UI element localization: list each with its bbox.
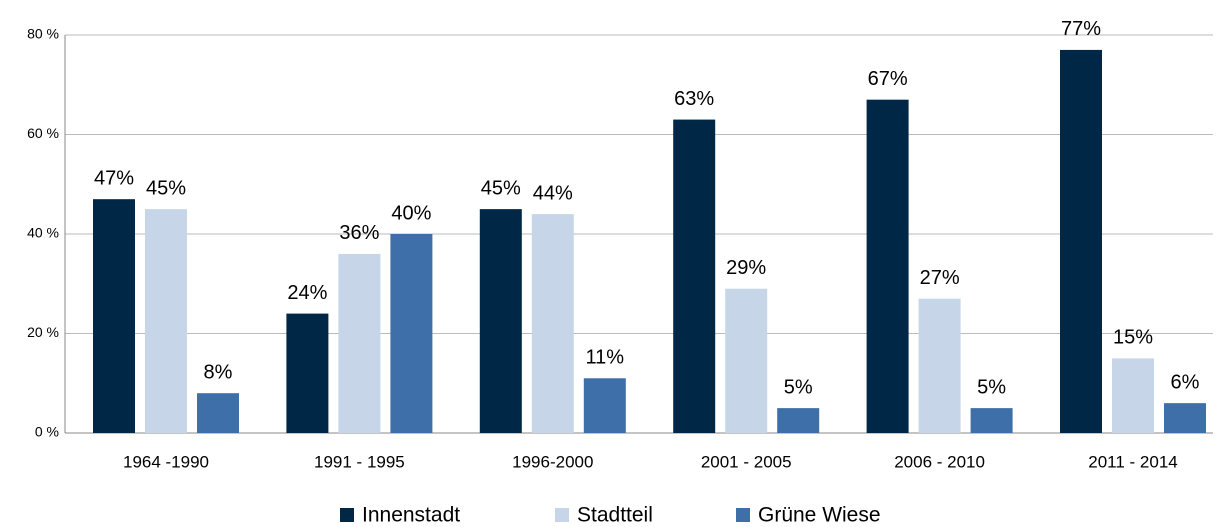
- legend-swatch: [340, 508, 354, 522]
- value-label: 45%: [146, 177, 186, 199]
- value-label: 29%: [726, 257, 766, 279]
- value-label: 5%: [977, 376, 1006, 398]
- bar: [1060, 49, 1102, 434]
- value-label: 44%: [533, 182, 573, 204]
- bar: [1164, 403, 1206, 433]
- bar: [725, 288, 768, 433]
- value-label: 15%: [1113, 327, 1153, 349]
- value-label: 45%: [481, 177, 521, 199]
- bar: [145, 209, 187, 433]
- legend-label: Stadtteil: [577, 504, 653, 527]
- legend-swatch: [555, 508, 569, 522]
- legend-swatch: [736, 508, 750, 522]
- x-tick-label: 1991 - 1995: [314, 452, 405, 471]
- bar: [390, 234, 433, 433]
- bar: [583, 378, 626, 433]
- x-tick-label: 2006 - 2010: [894, 452, 985, 471]
- y-tick-label: 80 %: [27, 26, 59, 42]
- value-label: 5%: [784, 376, 813, 398]
- bar: [531, 214, 574, 433]
- y-tick-label: 60 %: [27, 125, 59, 141]
- bar: [777, 408, 820, 433]
- value-label: 24%: [287, 282, 327, 304]
- bar: [918, 298, 961, 433]
- x-tick-label: 2011 - 2014: [1088, 452, 1177, 471]
- bar: [970, 408, 1013, 433]
- legend-label: Innenstadt: [362, 504, 460, 527]
- bar: [1112, 358, 1154, 433]
- value-label: 11%: [586, 347, 625, 369]
- value-label: 63%: [674, 88, 714, 110]
- y-tick-label: 20 %: [27, 324, 59, 340]
- bar: [197, 393, 239, 433]
- bar: [673, 119, 716, 433]
- y-tick-label: 40 %: [27, 225, 59, 241]
- value-label: 27%: [920, 267, 960, 289]
- value-label: 67%: [868, 68, 908, 90]
- value-label: 6%: [1171, 371, 1200, 393]
- x-tick-label: 1996-2000: [512, 452, 593, 471]
- value-label: 36%: [339, 222, 379, 244]
- bar: [866, 99, 909, 434]
- bar: [338, 253, 381, 433]
- x-tick-label: 2001 - 2005: [701, 452, 792, 471]
- bar: [479, 209, 522, 433]
- value-label: 47%: [94, 167, 134, 189]
- x-tick-label: 1964 -1990: [123, 452, 209, 471]
- value-label: 40%: [391, 202, 431, 224]
- y-tick-label: 0 %: [35, 424, 59, 440]
- bar: [93, 199, 135, 433]
- value-label: 8%: [204, 361, 233, 383]
- value-label: 77%: [1061, 18, 1101, 40]
- bar: [286, 313, 329, 433]
- legend-label: Grüne Wiese: [758, 504, 881, 527]
